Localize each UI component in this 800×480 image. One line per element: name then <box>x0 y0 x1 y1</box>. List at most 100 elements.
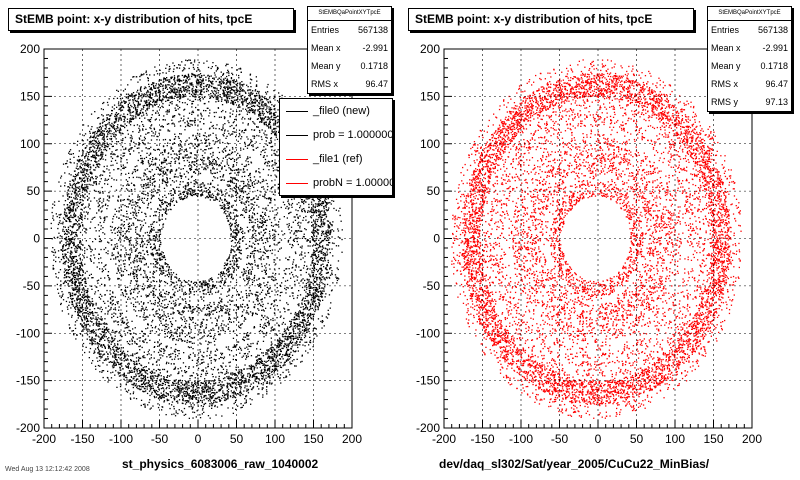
scatter-point <box>171 101 173 103</box>
scatter-point <box>244 118 246 120</box>
scatter-point <box>319 203 322 206</box>
scatter-point <box>212 77 214 79</box>
scatter-point <box>110 114 112 117</box>
scatter-point <box>208 307 211 310</box>
scatter-point <box>254 222 256 224</box>
scatter-point <box>59 235 61 237</box>
scatter-point <box>168 97 170 99</box>
scatter-point <box>177 310 180 312</box>
scatter-point <box>141 157 143 159</box>
scatter-point <box>306 331 308 333</box>
scatter-point <box>124 123 126 125</box>
scatter-point <box>199 89 201 91</box>
scatter-point <box>136 113 138 115</box>
scatter-point <box>225 193 227 195</box>
scatter-point <box>95 150 97 152</box>
scatter-point <box>301 299 303 302</box>
scatter-point <box>105 359 107 361</box>
scatter-point <box>310 196 312 199</box>
scatter-point <box>161 382 164 384</box>
scatter-point <box>225 346 227 348</box>
scatter-point <box>173 399 176 401</box>
scatter-point <box>300 269 302 271</box>
scatter-point <box>223 148 225 150</box>
scatter-point <box>245 399 247 401</box>
scatter-point <box>72 303 74 305</box>
scatter-point <box>267 185 269 188</box>
scatter-point <box>232 256 234 258</box>
scatter-point <box>98 328 100 330</box>
scatter-point <box>168 152 170 154</box>
scatter-point <box>225 96 228 98</box>
scatter-point <box>186 382 188 384</box>
scatter-point <box>269 110 271 112</box>
scatter-point <box>64 208 66 210</box>
scatter-point <box>121 320 124 322</box>
scatter-point <box>187 79 190 81</box>
scatter-point <box>230 384 232 386</box>
scatter-point <box>312 292 314 294</box>
scatter-point <box>70 174 72 176</box>
scatter-point <box>328 239 330 241</box>
scatter-point <box>130 380 132 383</box>
scatter-point <box>330 223 332 226</box>
scatter-point <box>249 185 252 187</box>
scatter-point <box>187 183 190 185</box>
scatter-point <box>152 101 154 103</box>
scatter-point <box>68 304 70 306</box>
scatter-point <box>104 347 106 349</box>
scatter-point <box>262 309 264 311</box>
scatter-point <box>248 380 250 383</box>
scatter-point <box>229 308 231 310</box>
scatter-point <box>307 352 309 354</box>
scatter-point <box>141 139 143 142</box>
scatter-point <box>103 165 105 168</box>
scatter-point <box>69 209 71 212</box>
scatter-point <box>220 76 222 78</box>
scatter-point <box>121 321 123 324</box>
scatter-point <box>135 380 137 382</box>
scatter-point <box>273 352 275 355</box>
scatter-point <box>205 79 207 81</box>
scatter-point <box>249 176 252 179</box>
scatter-point <box>189 318 191 321</box>
scatter-point <box>114 136 116 138</box>
scatter-point <box>325 198 327 200</box>
scatter-point <box>146 342 148 344</box>
scatter-point <box>209 134 212 136</box>
scatter-point <box>165 392 167 394</box>
scatter-point <box>69 229 71 232</box>
scatter-point <box>77 201 79 203</box>
scatter-point <box>214 344 216 346</box>
scatter-point <box>68 324 70 326</box>
scatter-point <box>69 280 71 283</box>
scatter-point <box>293 216 295 218</box>
scatter-point <box>301 354 303 356</box>
scatter-point <box>318 239 320 241</box>
scatter-point <box>117 196 120 198</box>
scatter-point <box>273 152 275 155</box>
scatter-point <box>315 293 317 295</box>
scatter-point <box>186 307 188 309</box>
scatter-point <box>84 175 86 177</box>
scatter-point <box>117 348 120 350</box>
scatter-point <box>237 97 239 99</box>
scatter-point <box>322 219 325 221</box>
scatter-point <box>133 362 135 365</box>
scatter-point <box>188 397 190 399</box>
scatter-point <box>175 276 177 278</box>
scatter-point <box>213 401 215 404</box>
scatter-point <box>261 117 263 119</box>
scatter-point <box>303 203 305 205</box>
scatter-point <box>252 382 255 384</box>
scatter-point <box>210 95 212 97</box>
scatter-point <box>194 181 197 183</box>
scatter-point <box>224 198 226 200</box>
scatter-point <box>129 330 131 332</box>
scatter-point <box>245 272 247 274</box>
scatter-point <box>148 163 150 165</box>
scatter-point <box>65 229 67 231</box>
scatter-point <box>119 127 121 129</box>
scatter-point <box>167 375 169 377</box>
scatter-point <box>178 84 180 86</box>
